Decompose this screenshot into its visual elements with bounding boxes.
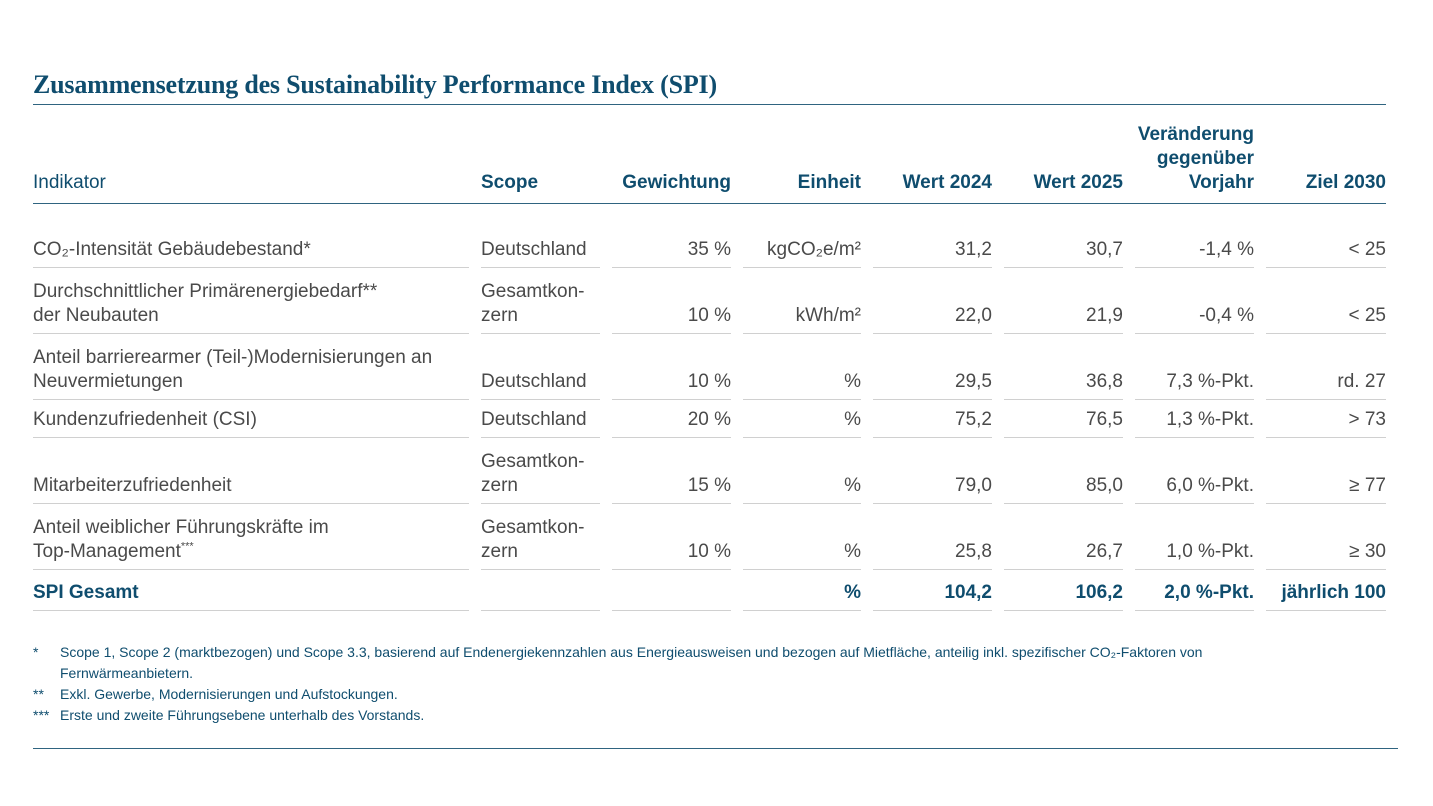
cell-einheit: kgCO₂e/m² <box>743 230 861 268</box>
cell-scope: Gesamtkon-zern <box>481 268 600 334</box>
cell-ziel-2030: < 25 <box>1266 268 1386 334</box>
footnote-2: ** Exkl. Gewerbe, Modernisierungen und A… <box>33 686 398 702</box>
cell-einheit: kWh/m² <box>743 268 861 334</box>
cell-indikator: Kundenzufriedenheit (CSI) <box>33 400 469 438</box>
cell-scope: Deutschland <box>481 400 600 438</box>
header-indikator: Indikator <box>33 172 106 193</box>
table-row: CO₂-Intensität Gebäudebestand* Deutschlan… <box>33 230 1386 268</box>
footnote-mark: *** <box>180 540 194 553</box>
cell-gewichtung: 20 % <box>612 400 731 438</box>
bottom-divider <box>33 748 1398 749</box>
cell-wert-2025: 85,0 <box>1004 438 1123 504</box>
total-einheit: % <box>743 570 861 611</box>
cell-einheit: % <box>743 400 861 438</box>
cell-veraenderung: -0,4 % <box>1135 268 1254 334</box>
table-row: Anteil weiblicher Führungskräfte im Top-M… <box>33 504 1386 570</box>
cell-indikator: CO₂-Intensität Gebäudebestand* <box>33 230 469 268</box>
cell-scope: Deutschland <box>481 230 600 268</box>
cell-ziel-2030: < 25 <box>1266 230 1386 268</box>
cell-ziel-2030: rd. 27 <box>1266 334 1386 400</box>
cell-scope: Gesamtkon-zern <box>481 438 600 504</box>
cell-wert-2024: 22,0 <box>873 268 992 334</box>
footnotes: * Scope 1, Scope 2 (marktbezogen) und Sc… <box>33 642 1323 726</box>
cell-indikator: Anteil barrierearmer (Teil-)Modernisieru… <box>33 334 469 400</box>
cell-wert-2025: 26,7 <box>1004 504 1123 570</box>
cell-veraenderung: 7,3 %-Pkt. <box>1135 334 1254 400</box>
header-wert-2025: Wert 2025 <box>1033 172 1123 193</box>
cell-veraenderung: 6,0 %-Pkt. <box>1135 438 1254 504</box>
header-veraenderung: Veränderung gegenüber Vorjahr <box>1137 124 1254 193</box>
cell-wert-2024: 29,5 <box>873 334 992 400</box>
cell-wert-2025: 30,7 <box>1004 230 1123 268</box>
cell-ziel-2030: ≥ 30 <box>1266 504 1386 570</box>
cell-indikator: Anteil weiblicher Führungskräfte im Top-M… <box>33 504 469 570</box>
cell-einheit: % <box>743 334 861 400</box>
total-ziel-2030: jährlich 100 <box>1266 570 1386 611</box>
table-row: Anteil barrierearmer (Teil-)Modernisieru… <box>33 334 1386 400</box>
cell-gewichtung: 35 % <box>612 230 731 268</box>
cell-wert-2024: 79,0 <box>873 438 992 504</box>
header-scope: Scope <box>481 172 539 193</box>
header-ziel-2030: Ziel 2030 <box>1305 172 1386 193</box>
table-row-total: SPI Gesamt % 104,2 106,2 2,0 %-Pkt. jähr… <box>33 570 1386 611</box>
total-wert-2025: 106,2 <box>1004 570 1123 611</box>
total-wert-2024: 104,2 <box>873 570 992 611</box>
total-veraenderung: 2,0 %-Pkt. <box>1135 570 1254 611</box>
table-row: Mitarbeiterzufriedenheit Gesamtkon-zern 15… <box>33 438 1386 504</box>
cell-indikator: Mitarbeiterzufriedenheit <box>33 438 469 504</box>
cell-gewichtung: 10 % <box>612 334 731 400</box>
cell-veraenderung: 1,0 %-Pkt. <box>1135 504 1254 570</box>
cell-wert-2025: 36,8 <box>1004 334 1123 400</box>
cell-veraenderung: 1,3 %-Pkt. <box>1135 400 1254 438</box>
cell-wert-2024: 25,8 <box>873 504 992 570</box>
cell-wert-2024: 75,2 <box>873 400 992 438</box>
cell-ziel-2030: > 73 <box>1266 400 1386 438</box>
cell-gewichtung: 10 % <box>612 504 731 570</box>
cell-einheit: % <box>743 504 861 570</box>
cell-ziel-2030: ≥ 77 <box>1266 438 1386 504</box>
cell-indikator: Durchschnittlicher Primärenergiebedarf**… <box>33 268 469 334</box>
table-header-row: Indikator Scope Gewichtung Einheit Wert … <box>33 118 1386 204</box>
cell-wert-2025: 76,5 <box>1004 400 1123 438</box>
cell-scope: Gesamtkon-zern <box>481 504 600 570</box>
cell-wert-2024: 31,2 <box>873 230 992 268</box>
cell-veraenderung: -1,4 % <box>1135 230 1254 268</box>
header-wert-2024: Wert 2024 <box>902 172 992 193</box>
cell-gewichtung: 10 % <box>612 268 731 334</box>
cell-wert-2025: 21,9 <box>1004 268 1123 334</box>
cell-scope: Deutschland <box>481 334 600 400</box>
page-title: Zusammensetzung des Sustainability Perfo… <box>33 70 1386 105</box>
footnote-1: * Scope 1, Scope 2 (marktbezogen) und Sc… <box>33 644 1203 681</box>
table-row: Kundenzufriedenheit (CSI) Deutschland 20 %… <box>33 400 1386 438</box>
cell-einheit: % <box>743 438 861 504</box>
spi-table: Indikator Scope Gewichtung Einheit Wert … <box>33 118 1386 611</box>
header-gewichtung: Gewichtung <box>622 172 731 193</box>
table-row: Durchschnittlicher Primärenergiebedarf**… <box>33 268 1386 334</box>
header-einheit: Einheit <box>797 172 861 193</box>
footnote-3: *** Erste und zweite Führungsebene unter… <box>33 707 425 723</box>
total-label: SPI Gesamt <box>33 570 469 611</box>
cell-gewichtung: 15 % <box>612 438 731 504</box>
